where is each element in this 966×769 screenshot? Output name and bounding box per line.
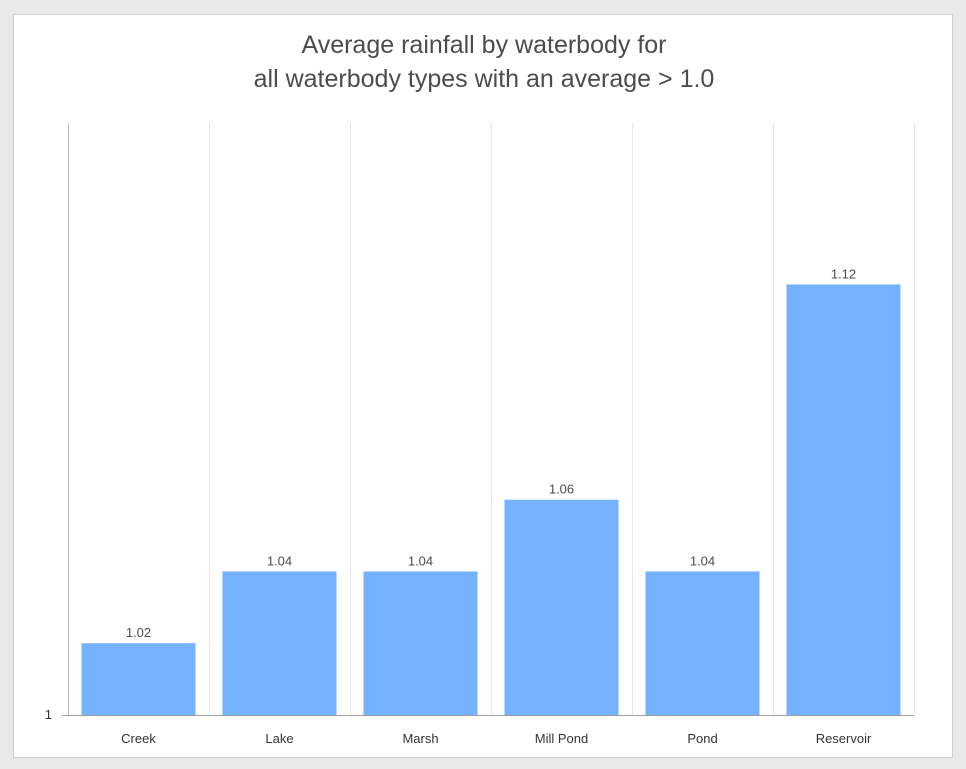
x-tick-label: Reservoir (816, 731, 872, 746)
data-label: 1.12 (831, 266, 856, 281)
bar-mill-pond (504, 499, 619, 715)
x-tick-label: Pond (687, 731, 717, 746)
bar-lake (222, 571, 337, 715)
x-tick-label: Marsh (402, 731, 438, 746)
y-tick-label: 1 (45, 707, 52, 722)
data-label: 1.04 (690, 553, 715, 568)
chart-title-line-2: all waterbody types with an average > 1.… (253, 65, 715, 93)
x-tick-label: Lake (265, 731, 293, 746)
bar-chart-plot: 1.02 Creek 1.04 Lake 1.04 Marsh 1.06 Mill Pond 1… (45, 123, 915, 746)
x-tick-label: Mill Pond (535, 731, 588, 746)
chart-card: Average rainfall by waterbody for all wa… (13, 14, 953, 758)
bar-marsh (363, 571, 478, 715)
chart-title: Average rainfall by waterbody for all wa… (14, 28, 952, 96)
chart-title-line-1: Average rainfall by waterbody for (301, 31, 667, 59)
bar-pond (645, 571, 760, 715)
x-tick-label: Creek (121, 731, 156, 746)
data-label: 1.04 (408, 553, 433, 568)
bar-reservoir (786, 284, 901, 715)
data-label: 1.06 (549, 482, 574, 497)
data-label: 1.02 (126, 625, 151, 640)
bar-creek (81, 643, 196, 715)
data-label: 1.04 (267, 553, 292, 568)
